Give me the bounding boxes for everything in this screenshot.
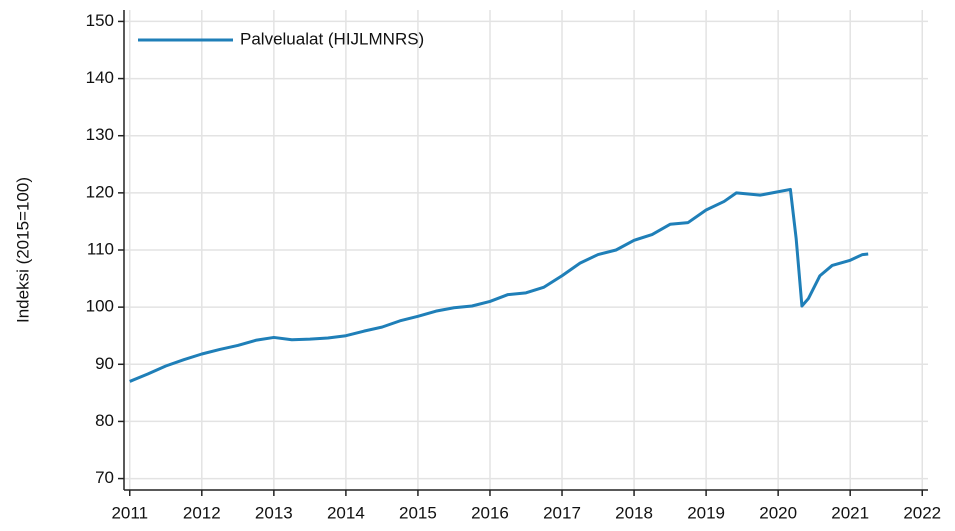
- y-tick-label: 150: [86, 11, 114, 30]
- y-axis-label: Indeksi (2015=100): [13, 177, 32, 323]
- y-tick-label: 120: [86, 182, 114, 201]
- x-tick-label: 2011: [111, 503, 148, 522]
- x-tick-label: 2013: [255, 503, 293, 522]
- series-line: [129, 187, 869, 383]
- y-tick-label: 100: [86, 297, 114, 316]
- x-tick-label: 2021: [831, 503, 869, 522]
- legend-label: Palvelualat (HIJLMNRS): [240, 29, 424, 48]
- y-tick-label: 130: [86, 125, 114, 144]
- y-tick-label: 140: [86, 68, 114, 87]
- x-tick-label: 2019: [687, 503, 725, 522]
- x-tick-label: 2012: [183, 503, 221, 522]
- x-tick-label: 2018: [615, 503, 653, 522]
- x-tick-label: 2014: [327, 503, 365, 522]
- x-tick-label: 2020: [759, 503, 797, 522]
- y-tick-label: 80: [95, 411, 114, 430]
- x-tick-label: 2022: [903, 503, 941, 522]
- x-tick-label: 2015: [399, 503, 437, 522]
- x-tick-label: 2017: [543, 503, 581, 522]
- y-tick-label: 110: [87, 239, 114, 258]
- y-tick-label: 90: [95, 354, 114, 373]
- y-tick-label: 70: [95, 468, 114, 487]
- x-tick-label: 2016: [471, 503, 509, 522]
